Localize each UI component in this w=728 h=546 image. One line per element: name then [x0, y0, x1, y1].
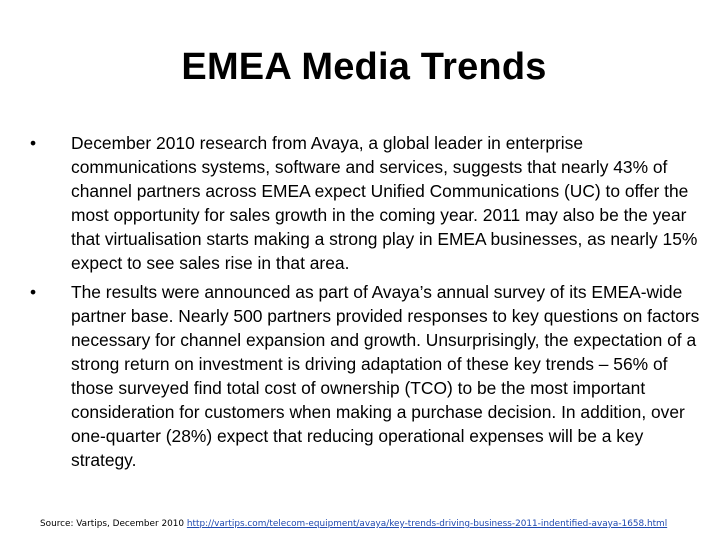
source-label: Source: Vartips, December 2010	[40, 519, 185, 529]
bullet-text: The results were announced as part of Av…	[71, 281, 700, 471]
bullet-marker: •	[30, 133, 37, 153]
bullet-text: December 2010 research from Avaya, a glo…	[71, 133, 698, 274]
bullet-item: • December 2010 research from Avaya, a g…	[26, 131, 708, 276]
source-link[interactable]: http://vartips.com/telecom-equipment/ava…	[186, 519, 668, 529]
bullet-item: • The results were announced as part of …	[26, 280, 708, 473]
source-citation: Source: Vartips, December 2010 http://va…	[40, 518, 720, 530]
bullet-list: • December 2010 research from Avaya, a g…	[26, 131, 708, 476]
slide-title: EMEA Media Trends	[181, 46, 547, 88]
bullet-marker: •	[30, 281, 37, 302]
